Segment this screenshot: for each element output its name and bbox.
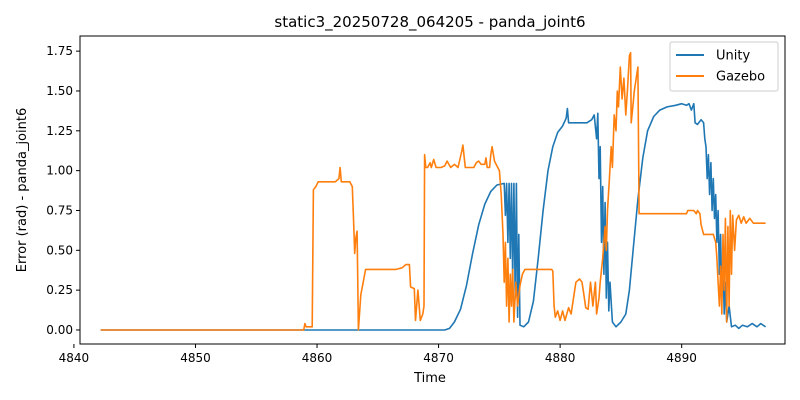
x-tick-label: 4860	[302, 351, 333, 365]
x-tick-label: 4850	[180, 351, 211, 365]
series-lines	[100, 51, 767, 331]
x-tick-label: 4890	[666, 351, 697, 365]
legend: Unity Gazebo	[669, 41, 779, 92]
x-tick-label: 4840	[59, 351, 90, 365]
x-tick-label: 4870	[423, 351, 454, 365]
y-tick-label: 1.50	[46, 84, 73, 98]
y-tick-label: 0.00	[46, 323, 73, 337]
plot-frame	[79, 35, 786, 345]
series-line-gazebo	[100, 51, 766, 331]
y-tick-label: 1.25	[46, 124, 73, 138]
y-tick-label: 1.75	[46, 44, 73, 58]
x-axis-ticks: 4840 4850 4860 4870 4880 4890	[59, 344, 697, 365]
y-tick-label: 1.00	[46, 164, 73, 178]
y-tick-label: 0.75	[46, 203, 73, 217]
y-axis-ticks: 0.00 0.25 0.50 0.75 1.00 1.25 1.50 1.75	[46, 44, 80, 337]
y-tick-label: 0.50	[46, 243, 73, 257]
series-line-unity	[100, 102, 767, 331]
y-tick-label: 0.25	[46, 283, 73, 297]
legend-label-gazebo: Gazebo	[716, 70, 765, 85]
legend-entries: Unity Gazebo	[676, 49, 765, 85]
chart-title: static3_20250728_064205 - panda_joint6	[274, 13, 585, 32]
x-tick-label: 4880	[545, 351, 576, 365]
legend-label-unity: Unity	[716, 49, 750, 64]
x-axis-label: Time	[413, 371, 446, 386]
y-axis-label: Error (rad) - panda_joint6	[15, 108, 30, 272]
